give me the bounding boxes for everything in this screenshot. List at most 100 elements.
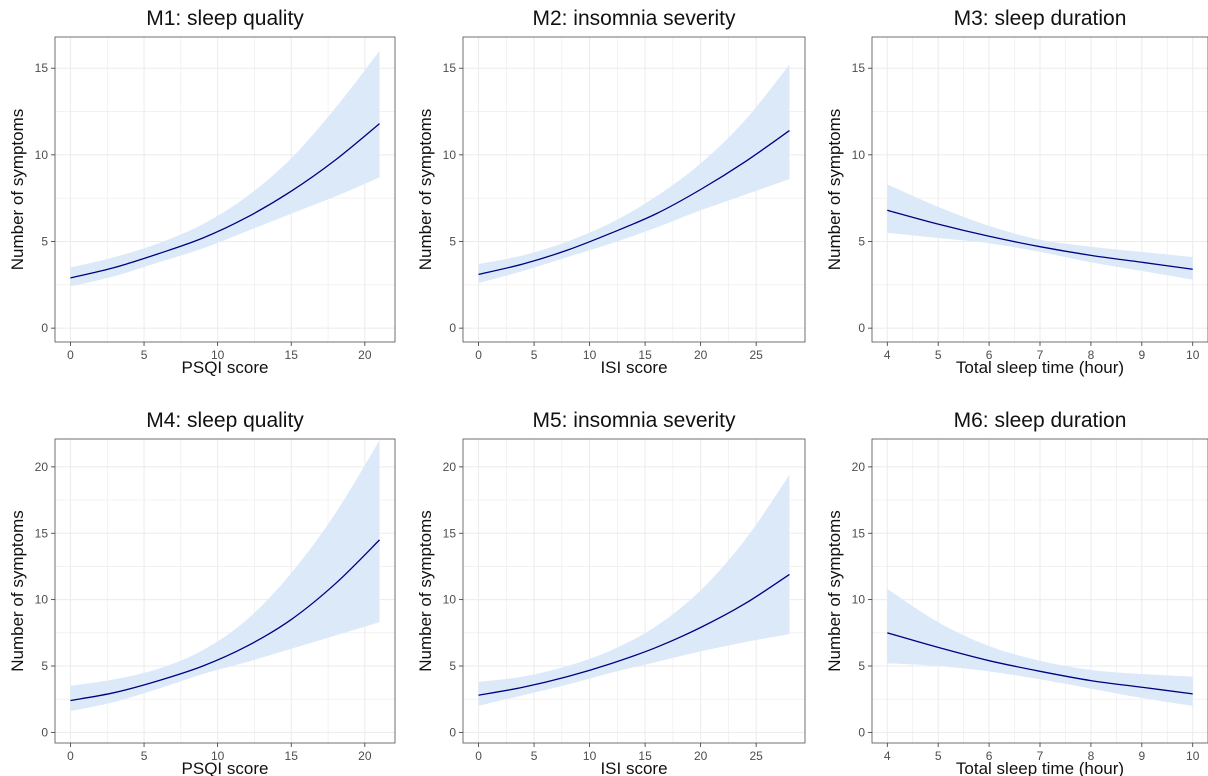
x-tick-label: 15 <box>285 348 299 362</box>
confidence-band <box>887 589 1193 706</box>
gridlines <box>872 37 1208 342</box>
y-tick-label: 0 <box>858 725 865 739</box>
y-tick-label: 0 <box>41 321 48 335</box>
x-tick-label: 15 <box>638 749 652 763</box>
y-axis-label: Number of symptoms <box>8 109 27 271</box>
x-axis-label: ISI score <box>600 358 667 377</box>
x-tick-label: 6 <box>986 348 993 362</box>
x-tick-label: 15 <box>638 348 652 362</box>
y-tick-label: 15 <box>35 526 49 540</box>
gridlines <box>463 37 805 342</box>
x-tick-label: 4 <box>884 348 891 362</box>
y-tick-label: 15 <box>443 526 457 540</box>
x-tick-label: 4 <box>884 749 891 763</box>
y-tick-label: 10 <box>852 148 866 162</box>
y-tick-label: 15 <box>852 61 866 75</box>
y-axis-label: Number of symptoms <box>825 510 844 672</box>
y-axis-label: Number of symptoms <box>416 510 435 672</box>
x-tick-label: 7 <box>1037 749 1044 763</box>
panel-4: 0 5 10 15 20 0 5 10 15 20 M4: sleep quality PSQI sc… <box>8 409 396 776</box>
y-tick-label: 10 <box>443 148 457 162</box>
x-tick-label: 10 <box>211 749 225 763</box>
x-tick-label: 5 <box>935 348 942 362</box>
panel-frame <box>462 438 806 744</box>
x-tick-label: 0 <box>475 348 482 362</box>
x-tick-label: 9 <box>1138 348 1145 362</box>
y-tick-label: 5 <box>858 659 865 673</box>
x-tick-label: 20 <box>694 749 708 763</box>
y-tick-label: 15 <box>852 526 866 540</box>
x-axis-label: Total sleep time (hour) <box>956 759 1124 776</box>
panel-3: 4 5 6 7 8 9 10 0 5 10 15 M3: sleep duration Total sl… <box>825 7 1208 377</box>
fitted-line <box>478 573 790 696</box>
x-tick-label: 20 <box>358 749 372 763</box>
y-tick-label: 5 <box>858 234 865 248</box>
panel-title: M2: insomnia severity <box>532 7 736 30</box>
fitted-line <box>70 123 380 279</box>
y-tick-label: 10 <box>852 593 866 607</box>
panel-2: 0 5 10 15 20 25 0 5 10 15 M2: insomnia severity ISI… <box>416 7 806 377</box>
y-axis-label: Number of symptoms <box>825 109 844 271</box>
x-tick-label: 10 <box>1186 749 1200 763</box>
panel-title: M1: sleep quality <box>146 7 304 30</box>
x-tick-label: 5 <box>531 348 538 362</box>
x-tick-label: 9 <box>1138 749 1145 763</box>
x-tick-label: 8 <box>1088 749 1095 763</box>
x-axis-label: Total sleep time (hour) <box>956 358 1124 377</box>
x-tick-label: 6 <box>986 749 993 763</box>
y-tick-label: 10 <box>35 148 49 162</box>
x-tick-label: 0 <box>67 749 74 763</box>
x-tick-label: 0 <box>67 348 74 362</box>
y-axis-label: Number of symptoms <box>8 510 27 672</box>
confidence-band <box>887 184 1193 280</box>
y-tick-label: 0 <box>449 725 456 739</box>
x-tick-label: 25 <box>749 348 763 362</box>
x-tick-label: 5 <box>141 749 148 763</box>
y-tick-label: 20 <box>35 460 49 474</box>
confidence-band <box>70 440 380 712</box>
x-tick-label: 5 <box>141 348 148 362</box>
x-tick-label: 10 <box>211 348 225 362</box>
x-tick-label: 20 <box>694 348 708 362</box>
x-tick-label: 0 <box>475 749 482 763</box>
panel-title: M3: sleep duration <box>954 7 1127 30</box>
y-tick-label: 0 <box>449 321 456 335</box>
y-tick-label: 20 <box>852 460 866 474</box>
fitted-line <box>478 130 790 276</box>
panel-frame <box>462 36 806 343</box>
y-tick-label: 5 <box>41 659 48 673</box>
x-tick-label: 10 <box>583 749 597 763</box>
y-tick-label: 5 <box>449 234 456 248</box>
confidence-band <box>478 474 790 706</box>
panel-frame <box>54 36 396 343</box>
panel-5: 0 5 10 15 20 25 0 5 10 15 20 M5: insomnia severity I… <box>416 409 806 776</box>
fitted-line <box>887 632 1193 695</box>
y-tick-label: 0 <box>41 725 48 739</box>
panel-1: 0 5 10 15 20 0 5 10 15 M1: sleep quality PSQI scor… <box>8 7 396 377</box>
y-tick-label: 0 <box>858 321 865 335</box>
x-axis-label: PSQI score <box>182 358 269 377</box>
y-axis-label: Number of symptoms <box>416 109 435 271</box>
x-tick-label: 15 <box>285 749 299 763</box>
panel-title: M6: sleep duration <box>954 409 1127 432</box>
y-tick-label: 5 <box>41 234 48 248</box>
panel-frame <box>54 438 396 744</box>
y-tick-label: 15 <box>35 61 49 75</box>
x-axis-label: ISI score <box>600 759 667 776</box>
y-tick-label: 10 <box>35 593 49 607</box>
x-tick-label: 10 <box>583 348 597 362</box>
x-tick-label: 7 <box>1037 348 1044 362</box>
x-tick-label: 10 <box>1186 348 1200 362</box>
y-tick-label: 15 <box>443 61 457 75</box>
panel-title: M4: sleep quality <box>146 409 304 432</box>
y-tick-label: 20 <box>443 460 457 474</box>
x-tick-label: 8 <box>1088 348 1095 362</box>
y-tick-label: 10 <box>443 593 457 607</box>
x-tick-label: 25 <box>749 749 763 763</box>
x-tick-label: 5 <box>935 749 942 763</box>
panel-6: 4 5 6 7 8 9 10 0 5 10 15 20 M6: sleep duration Total … <box>825 409 1208 776</box>
x-axis-label: PSQI score <box>182 759 269 776</box>
fitted-line <box>70 539 381 702</box>
